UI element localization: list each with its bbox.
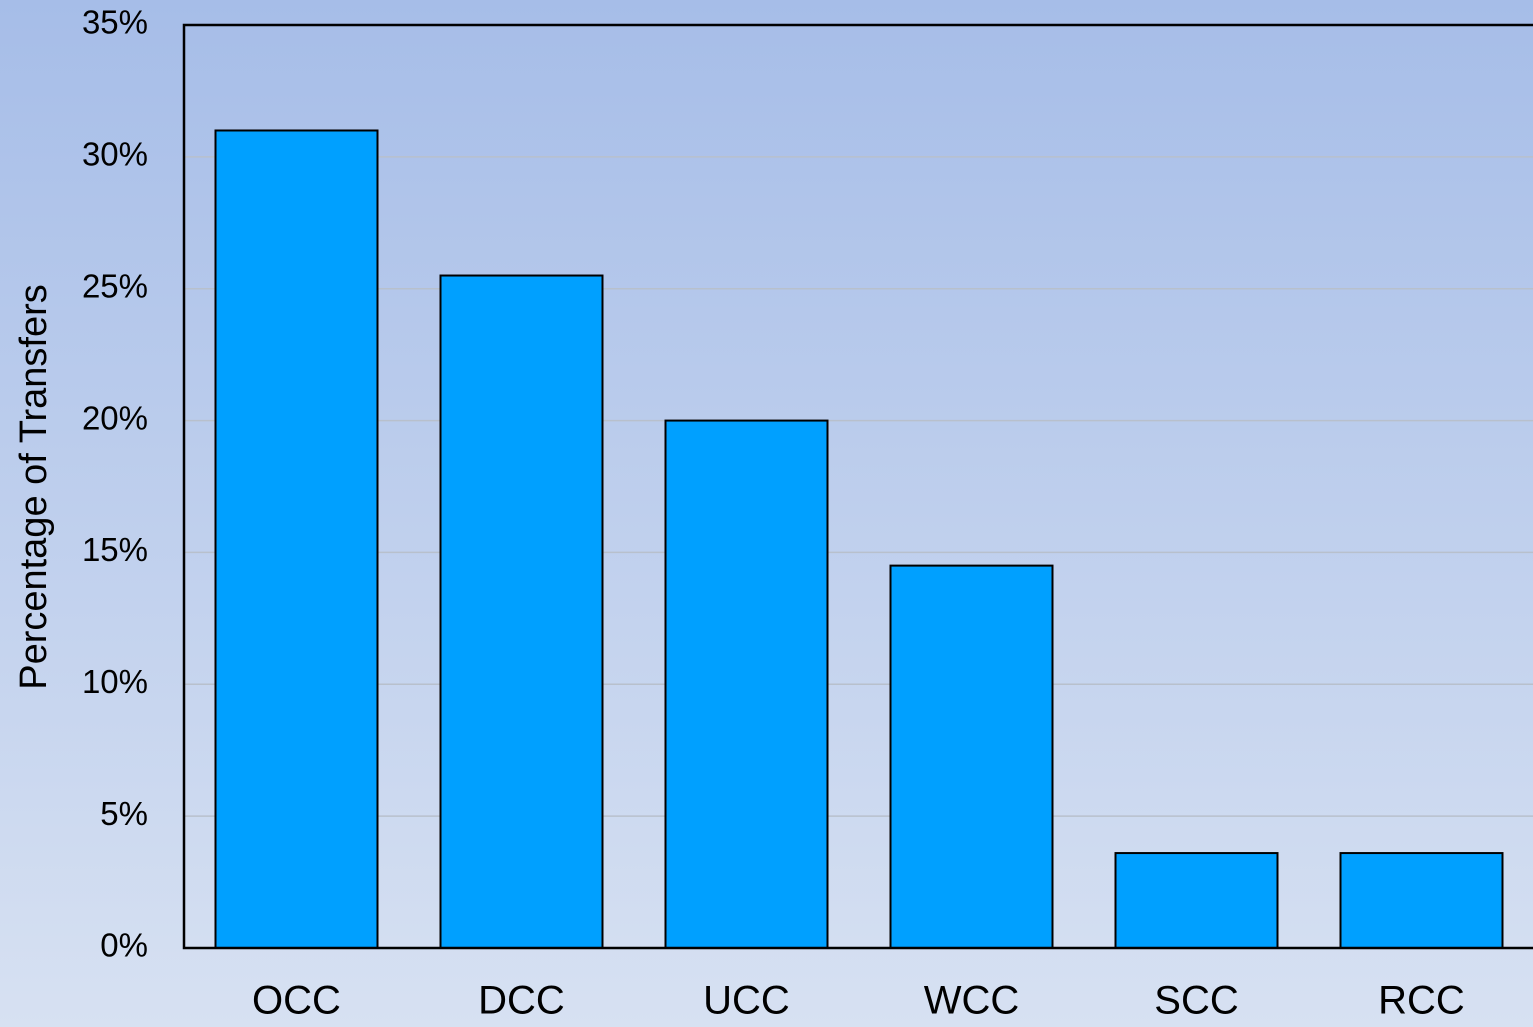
x-tick-label: OCC [252,979,341,1023]
y-tick-label: 30% [82,136,148,173]
y-tick-label: 15% [82,531,148,568]
x-tick-label: WCC [924,979,1020,1023]
x-tick-label: RCC [1378,979,1465,1023]
bars [214,129,1504,950]
y-tick-label: 25% [82,267,148,304]
bar [214,129,379,949]
bar [439,274,604,949]
x-tick-label: SCC [1154,979,1238,1023]
bar [889,564,1054,949]
labels: 0% 5% 10% 15% 20% 25% 30% 35% OCC DCC UCC WCC SCC RCC [82,4,1465,1023]
bar [664,419,829,950]
y-tick-label: 35% [82,4,148,41]
bar [1339,852,1504,950]
y-tick-label: 0% [100,927,148,964]
bar [1114,852,1279,950]
x-tick-label: UCC [703,979,790,1023]
x-tick-label: DCC [478,979,565,1023]
y-axis-label: Percentage of Transfers [13,284,55,690]
plot-frame [182,23,1533,950]
y-tick-label: 20% [82,399,148,436]
y-tick-label: 5% [100,795,148,832]
y-tick-label: 10% [82,663,148,700]
